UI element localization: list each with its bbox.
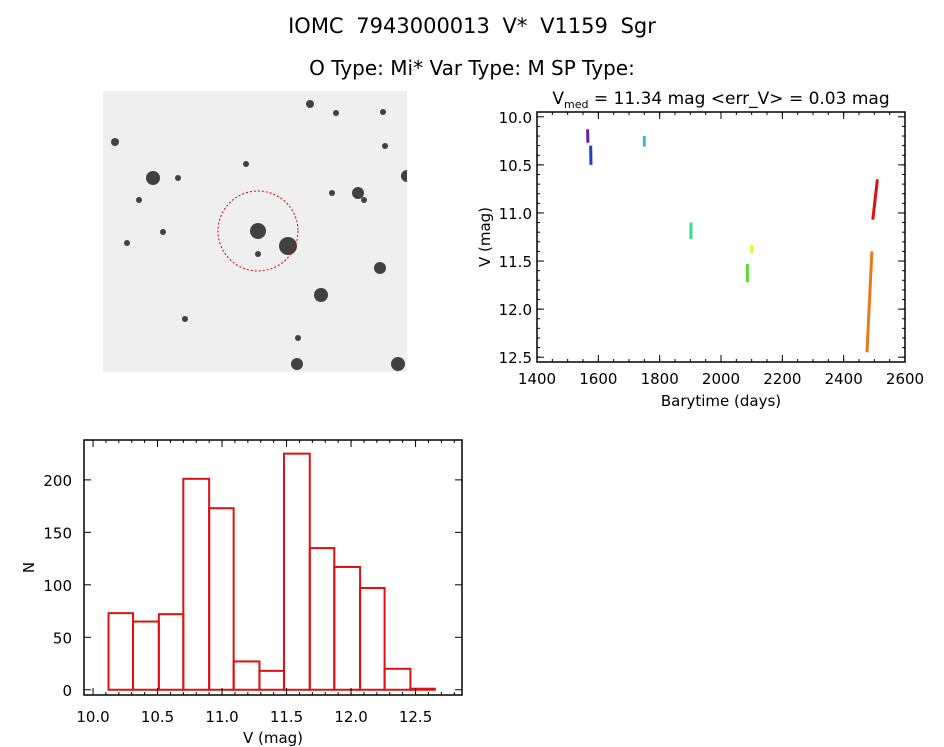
x-tick-label: 1800 bbox=[641, 370, 679, 388]
histogram-bar bbox=[359, 586, 386, 691]
star-icon bbox=[182, 316, 188, 322]
y-tick-label: 11.0 bbox=[499, 205, 532, 223]
star-field bbox=[111, 100, 407, 371]
data-segment bbox=[865, 251, 874, 353]
star-icon bbox=[382, 143, 388, 149]
histogram-bar bbox=[107, 612, 135, 691]
data-segment bbox=[871, 179, 879, 220]
x-tick-label: 2000 bbox=[702, 370, 740, 388]
star-icon bbox=[111, 138, 119, 146]
histogram-bar bbox=[232, 660, 261, 691]
histogram-bar bbox=[409, 687, 436, 691]
star-icon bbox=[136, 197, 142, 203]
lc-plot-frame bbox=[536, 111, 906, 363]
histogram-bar bbox=[132, 620, 160, 691]
star-icon bbox=[146, 171, 160, 185]
y-tick-label: 12.5 bbox=[499, 349, 532, 367]
star-icon bbox=[175, 175, 181, 181]
y-tick-label: 12.0 bbox=[499, 301, 532, 319]
star-icon bbox=[250, 223, 266, 239]
histogram-bar bbox=[258, 669, 285, 691]
star-icon bbox=[333, 110, 339, 116]
target-circle bbox=[217, 190, 299, 272]
x-tick-label: 1600 bbox=[579, 370, 617, 388]
figure-title: IOMC 7943000013 V* V1159 Sgr bbox=[288, 14, 656, 38]
star-icon bbox=[391, 357, 405, 371]
star-icon bbox=[329, 190, 335, 196]
x-axis-label: Barytime (days) bbox=[661, 392, 781, 410]
y-tick-label: 50 bbox=[53, 629, 72, 647]
star-icon bbox=[352, 187, 364, 199]
y-tick-label: 200 bbox=[43, 472, 72, 490]
figure-subtitle: O Type: Mi* Var Type: M SP Type: bbox=[309, 56, 635, 80]
x-tick-label: 2400 bbox=[825, 370, 863, 388]
star-icon bbox=[243, 161, 249, 167]
star-icon bbox=[160, 229, 166, 235]
histogram-bar bbox=[282, 452, 311, 691]
x-tick-label: 10.5 bbox=[141, 708, 174, 726]
star-icon bbox=[279, 237, 297, 255]
star-icon bbox=[401, 170, 407, 182]
x-tick-label: 2200 bbox=[763, 370, 801, 388]
hist-plot-frame bbox=[83, 439, 463, 696]
star-icon bbox=[295, 335, 301, 341]
x-tick-label: 11.0 bbox=[205, 708, 238, 726]
star-icon bbox=[291, 358, 303, 370]
y-tick-label: 100 bbox=[43, 577, 72, 595]
histogram-bar bbox=[157, 613, 185, 691]
star-icon bbox=[361, 197, 367, 203]
star-icon bbox=[314, 288, 328, 302]
histogram-bar bbox=[333, 565, 362, 691]
y-tick-label: 11.5 bbox=[499, 253, 532, 271]
y-axis-label: N bbox=[20, 562, 38, 573]
x-tick-label: 12.5 bbox=[399, 708, 432, 726]
histogram-bar bbox=[208, 507, 235, 691]
y-tick-label: 150 bbox=[43, 524, 72, 542]
star-icon bbox=[255, 251, 261, 257]
x-tick-label: 10.0 bbox=[76, 708, 109, 726]
star-icon bbox=[306, 100, 314, 108]
y-tick-label: 0 bbox=[62, 682, 72, 700]
star-icon bbox=[380, 109, 386, 115]
x-tick-label: 2600 bbox=[886, 370, 924, 388]
x-axis-label: V (mag) bbox=[243, 729, 303, 747]
histogram-bar bbox=[182, 477, 211, 691]
y-tick-label: 10.5 bbox=[499, 157, 532, 175]
star-icon bbox=[124, 240, 130, 246]
lc-title: Vmed = 11.34 mag <err_V> = 0.03 mag bbox=[552, 89, 889, 111]
x-tick-label: 12.0 bbox=[334, 708, 367, 726]
star-icon bbox=[374, 262, 386, 274]
x-tick-label: 1400 bbox=[518, 370, 556, 388]
x-tick-label: 11.5 bbox=[270, 708, 303, 726]
y-tick-label: 10.0 bbox=[499, 109, 532, 127]
finder-chart-image bbox=[103, 91, 407, 372]
y-axis-label: V (mag) bbox=[476, 207, 494, 267]
histogram-bar bbox=[383, 667, 412, 691]
histogram-bar bbox=[308, 547, 336, 691]
